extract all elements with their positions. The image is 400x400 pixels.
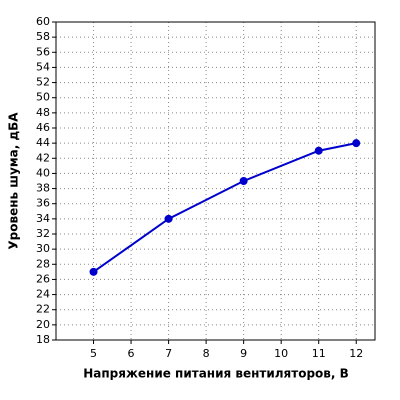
y-tick-label: 30	[36, 242, 50, 255]
data-point	[239, 177, 248, 185]
y-tick-label: 58	[36, 30, 50, 43]
y-tick-label: 38	[36, 182, 50, 195]
y-tick-label: 52	[36, 76, 50, 89]
y-tick-label: 32	[36, 227, 50, 240]
y-axis-title: Уровень шума, дБА	[7, 112, 21, 250]
x-axis-title: Напряжение питания вентиляторов, В	[83, 367, 349, 381]
y-tick-label: 44	[36, 136, 50, 149]
y-tick-label: 28	[36, 257, 50, 270]
y-tick-label: 18	[36, 333, 50, 346]
x-tick-label: 6	[128, 347, 135, 360]
x-tick-label: 5	[90, 347, 97, 360]
x-tick-label: 8	[203, 347, 210, 360]
y-tick-label: 42	[36, 151, 50, 164]
y-tick-label: 54	[36, 60, 50, 73]
x-tick-label: 9	[240, 347, 247, 360]
x-tick-label: 7	[165, 347, 172, 360]
y-tick-label: 24	[36, 288, 50, 301]
plot-area	[56, 22, 375, 340]
y-tick-label: 36	[36, 197, 50, 210]
y-tick-label: 56	[36, 45, 50, 58]
y-tick-label: 50	[36, 91, 50, 104]
y-tick-label: 34	[36, 212, 50, 225]
x-tick-label: 12	[349, 347, 363, 360]
data-point	[89, 267, 98, 276]
y-tick-label: 40	[36, 166, 50, 179]
y-tick-label: 26	[36, 272, 50, 285]
y-tick-label: 60	[36, 15, 50, 28]
y-tick-label: 48	[36, 106, 50, 119]
plot-frame	[55, 21, 376, 341]
x-tick-label: 10	[274, 347, 288, 360]
x-tick-label: 11	[312, 347, 326, 360]
data-point	[352, 139, 361, 148]
data-point	[164, 214, 173, 223]
y-tick-label: 46	[36, 121, 50, 134]
y-tick-label: 22	[36, 303, 50, 316]
data-point	[314, 146, 323, 155]
y-tick-label: 20	[36, 318, 50, 331]
